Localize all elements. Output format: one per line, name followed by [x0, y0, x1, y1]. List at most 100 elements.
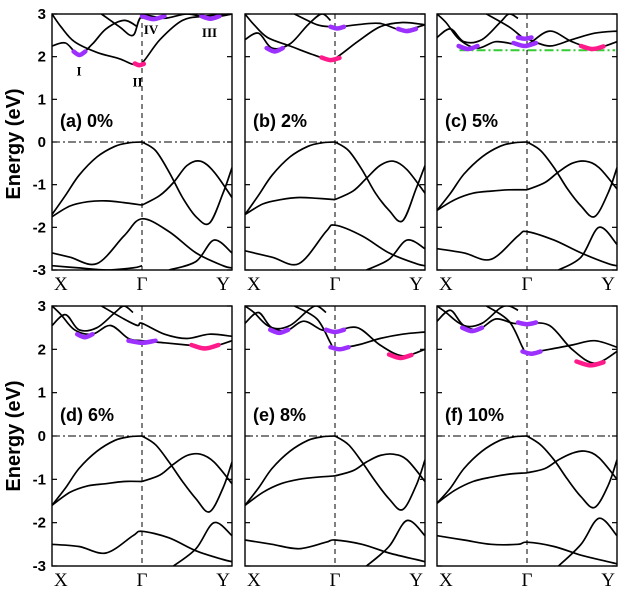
valley-highlight-4: [574, 359, 606, 368]
band-5: [52, 530, 232, 563]
band-1: [437, 141, 528, 211]
x-tick-label-3: Y: [216, 570, 230, 590]
x-tick-label-1: X: [54, 570, 68, 590]
valley-highlight-3: [139, 14, 167, 22]
band-7: [245, 14, 332, 50]
band-lines: [245, 14, 425, 270]
panel-label: (b) 2%: [253, 111, 307, 131]
panel-2: X Γ Y (b) 2%: [244, 13, 426, 295]
y-tick-label: 3: [38, 298, 46, 315]
band-2: [526, 435, 617, 509]
band-6: [172, 521, 232, 566]
band-5: [437, 230, 617, 267]
band-2: [141, 141, 232, 226]
y-axis-label-bottom: Energy (eV): [3, 380, 25, 491]
valley-label-IV: IV: [144, 22, 159, 37]
x-tick-label-2: Γ: [330, 570, 341, 590]
valley-highlight-1: [459, 325, 485, 334]
valley-highlight-2: [132, 61, 147, 68]
y-tick-label: 1: [38, 91, 46, 108]
valley-highlight-2: [319, 55, 342, 63]
panel-4: -3 -2 -1 0 1 2 3 X Γ Y (d) 6%: [33, 298, 233, 590]
y-tick-label: -1: [33, 177, 46, 194]
band-lines: [437, 306, 617, 566]
valley-highlight-3: [515, 35, 534, 41]
band-3: [245, 196, 336, 216]
valley-highlight-1: [267, 327, 291, 336]
x-tick-label-1: X: [439, 274, 453, 295]
band-3: [437, 188, 528, 212]
band-5: [245, 539, 425, 563]
panel-label: (c) 5%: [445, 111, 498, 131]
band-4: [141, 452, 232, 485]
band-1: [245, 435, 336, 506]
valley-highlight-1: [74, 331, 95, 340]
band-8: [245, 306, 425, 357]
band-3: [437, 471, 528, 504]
x-tick-label-3: Y: [601, 274, 615, 295]
band-7: [437, 306, 519, 328]
band-lines: [52, 14, 232, 270]
panel-6: X Γ Y (f) 10%: [436, 305, 618, 590]
panel-label: (d) 6%: [60, 405, 114, 425]
valley-highlight-1: [456, 43, 480, 52]
valley-label-II: II: [132, 74, 142, 89]
band-4: [334, 453, 425, 483]
panel-label: (f) 10%: [445, 405, 504, 425]
band-lines: [437, 14, 617, 270]
band-7: [245, 306, 327, 330]
band-7: [437, 14, 519, 44]
x-tick-label-1: X: [247, 570, 261, 590]
x-tick-label-2: Γ: [330, 274, 341, 295]
y-tick-label: 2: [38, 49, 46, 66]
x-tick-label-1: X: [247, 274, 261, 295]
band-6: [52, 264, 143, 270]
band-6: [365, 519, 425, 566]
panel-label: (a) 0%: [60, 111, 113, 131]
band-5: [245, 224, 425, 267]
valley-highlight-3: [328, 24, 347, 31]
x-tick-label-2: Γ: [137, 570, 148, 590]
valley-highlight-4: [578, 43, 606, 52]
band-3: [52, 199, 143, 218]
x-tick-label-3: Y: [601, 570, 615, 590]
band-8: [437, 306, 617, 365]
x-tick-label-3: Y: [216, 274, 230, 295]
band-9: [101, 306, 232, 340]
x-tick-label-2: Γ: [522, 274, 533, 295]
band-3: [245, 475, 336, 506]
band-1: [52, 141, 143, 215]
x-tick-label-2: Γ: [522, 570, 533, 590]
y-tick-label: 0: [38, 428, 46, 445]
valley-highlight-3: [520, 349, 543, 356]
valley-highlight-4: [199, 14, 222, 21]
band-4: [141, 160, 232, 206]
y-tick-label: -3: [33, 558, 46, 575]
y-tick-label: 1: [38, 385, 46, 402]
valley-label-I: I: [76, 63, 81, 78]
x-tick-label-2: Γ: [137, 274, 148, 295]
band-7: [52, 306, 134, 332]
panel-label: (e) 8%: [253, 405, 306, 425]
valley-highlight-3: [328, 344, 351, 352]
valley-highlight-4: [395, 26, 419, 34]
band-2: [334, 141, 425, 223]
band-4: [526, 160, 617, 191]
y-tick-label: -3: [33, 262, 46, 279]
band-lines: [52, 306, 232, 566]
band-2: [526, 141, 617, 218]
valley-highlight-2: [126, 338, 158, 346]
band-7: [168, 239, 232, 270]
band-lines: [245, 306, 425, 566]
band-9: [486, 306, 617, 354]
valley-highlight-1: [264, 45, 286, 54]
band-3: [52, 480, 143, 506]
valley-label-III: III: [202, 25, 217, 40]
x-tick-label-1: X: [54, 274, 68, 295]
band-9: [486, 14, 617, 47]
y-axis-label-top: Energy (eV): [3, 88, 25, 199]
band-1: [245, 141, 336, 215]
band-4: [526, 450, 617, 480]
